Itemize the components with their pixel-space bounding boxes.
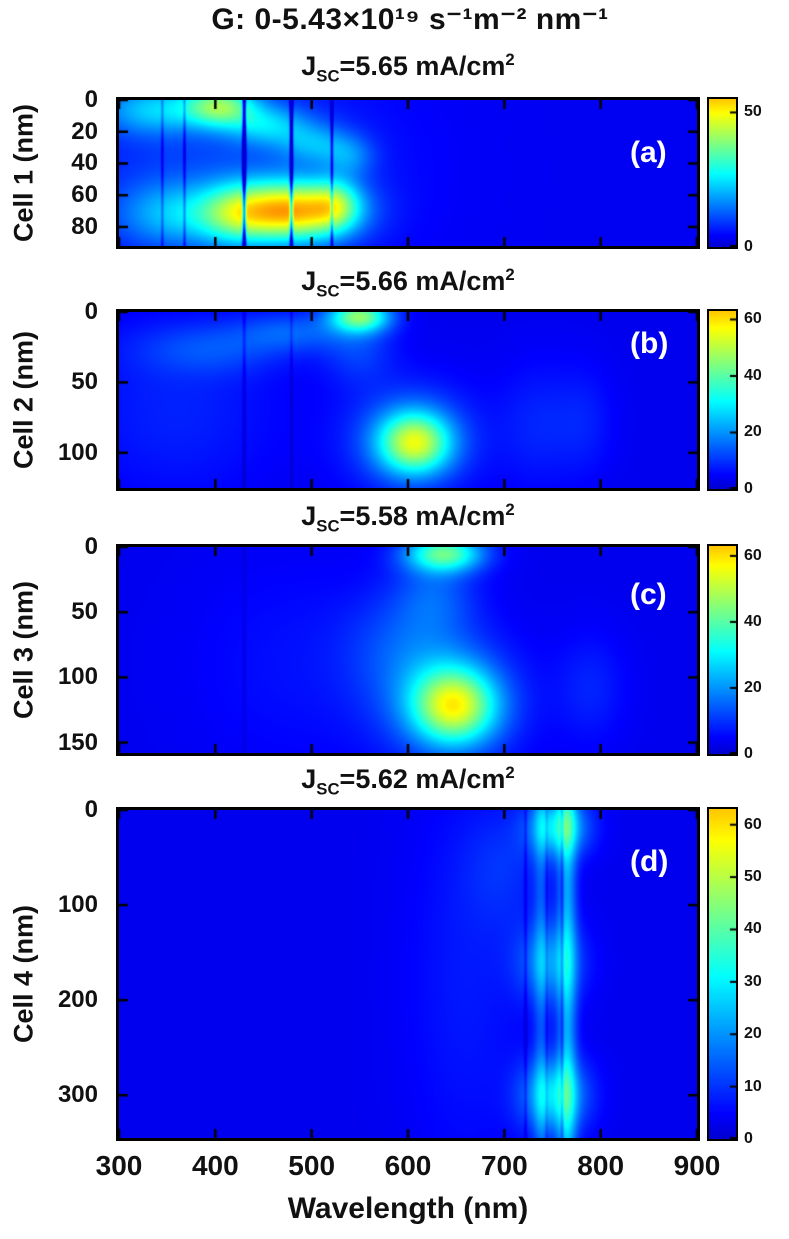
panel-c-colorbar — [707, 544, 738, 756]
panel-b-colorbar — [707, 309, 738, 491]
colorbar-tick-label: 20 — [744, 423, 762, 441]
jsc-superscript: 2 — [505, 265, 515, 284]
y-tick-label: 0 — [84, 86, 98, 113]
jsc-value: =5.62 mA/cm — [339, 764, 506, 794]
colorbar-tick-label: 60 — [744, 310, 762, 328]
x-tick-labels: 300 400 500 600 700 800 900 — [0, 1152, 789, 1186]
colorbar-tick-label: 60 — [744, 815, 762, 833]
jsc-symbol: J — [301, 51, 317, 81]
panel-a-colorbar-tick-labels: 0 50 — [744, 97, 789, 255]
y-tick-label: 40 — [71, 149, 98, 177]
x-axis-label: Wavelength (nm) — [287, 1192, 529, 1225]
panel-d-colorbar — [707, 807, 738, 1141]
jsc-symbol: J — [301, 266, 317, 296]
y-tick-label: 150 — [57, 728, 98, 756]
colorbar-tick-label: 60 — [744, 546, 762, 564]
figure-title: G: 0-5.43×10¹⁹ s⁻¹m⁻² nm⁻¹ — [211, 3, 609, 36]
panel-b-title: JSC=5.66 mA/cm2 — [116, 265, 700, 301]
panel-c-letter: (c) — [630, 578, 667, 611]
jsc-superscript: 2 — [505, 50, 515, 69]
panel-d-heatmap — [116, 807, 700, 1141]
panel-d-colorbar-tick-labels: 0 10 20 30 40 50 60 — [744, 807, 789, 1146]
colorbar-tick-label: 40 — [744, 920, 762, 938]
panel-c-y-tick-labels: 0 50 100 150 — [0, 535, 106, 756]
x-tick-label: 600 — [384, 1150, 432, 1181]
colorbar-tick-label: 40 — [744, 366, 762, 384]
jsc-subscript: SC — [316, 779, 340, 799]
x-tick-label: 700 — [480, 1150, 528, 1181]
panel-d-y-tick-labels: 0 100 200 300 — [0, 798, 106, 1141]
y-tick-label: 60 — [71, 181, 98, 209]
jsc-symbol: J — [301, 501, 317, 531]
x-tick-label: 500 — [288, 1150, 336, 1181]
colorbar-tick-label: 0 — [744, 480, 753, 497]
y-tick-label: 20 — [71, 117, 98, 145]
panel-a-y-tick-labels: 0 20 40 60 80 — [0, 88, 106, 249]
jsc-subscript: SC — [316, 66, 340, 86]
x-tick-label: 300 — [95, 1150, 143, 1181]
panel-c-title: JSC=5.58 mA/cm2 — [116, 500, 700, 536]
jsc-superscript: 2 — [505, 500, 515, 519]
y-tick-label: 100 — [57, 891, 98, 919]
colorbar-tick-label: 0 — [744, 745, 753, 762]
panel-b-colorbar-tick-labels: 0 20 40 60 — [744, 309, 789, 497]
y-tick-label: 0 — [84, 533, 98, 560]
colorbar-tick-label: 20 — [744, 678, 762, 696]
x-tick-label: 900 — [673, 1150, 721, 1181]
panel-d-letter: (d) — [630, 845, 669, 878]
colorbar-tick-label: 40 — [744, 612, 762, 630]
jsc-value: =5.58 mA/cm — [339, 501, 506, 531]
jsc-subscript: SC — [316, 516, 340, 536]
colorbar-tick-label: 50 — [744, 103, 762, 121]
y-tick-label: 300 — [57, 1081, 98, 1109]
colorbar-tick-label: 0 — [744, 238, 753, 255]
panel-a-letter: (a) — [630, 136, 667, 169]
panel-a-title: JSC=5.65 mA/cm2 — [116, 50, 700, 86]
colorbar-tick-label: 20 — [744, 1025, 762, 1043]
jsc-superscript: 2 — [505, 763, 515, 782]
y-tick-label: 100 — [57, 438, 98, 466]
panel-c-heatmap — [116, 544, 700, 756]
y-tick-label: 0 — [84, 796, 98, 823]
colorbar-tick-label: 50 — [744, 868, 762, 886]
panel-b-letter: (b) — [630, 327, 669, 360]
panel-d-title: JSC=5.62 mA/cm2 — [116, 763, 700, 799]
y-tick-label: 200 — [57, 986, 98, 1014]
x-tick-label: 400 — [191, 1150, 239, 1181]
y-tick-label: 80 — [71, 212, 98, 240]
jsc-value: =5.66 mA/cm — [339, 266, 506, 296]
jsc-subscript: SC — [316, 281, 340, 301]
y-tick-label: 50 — [71, 368, 98, 396]
y-tick-label: 0 — [84, 298, 98, 325]
panel-b-heatmap — [116, 309, 700, 491]
colorbar-tick-label: 10 — [744, 1077, 762, 1095]
colorbar-tick-label: 0 — [744, 1130, 753, 1147]
jsc-value: =5.65 mA/cm — [339, 51, 506, 81]
panel-b-y-tick-labels: 0 50 100 — [0, 300, 106, 491]
colorbar-tick-label: 30 — [744, 972, 762, 990]
x-tick-label: 800 — [577, 1150, 625, 1181]
y-tick-label: 50 — [71, 598, 98, 626]
y-tick-label: 100 — [57, 663, 98, 691]
jsc-symbol: J — [301, 764, 317, 794]
panel-c-colorbar-tick-labels: 0 20 40 60 — [744, 544, 789, 761]
panel-a-heatmap — [116, 97, 700, 249]
panel-a-colorbar — [707, 97, 738, 249]
